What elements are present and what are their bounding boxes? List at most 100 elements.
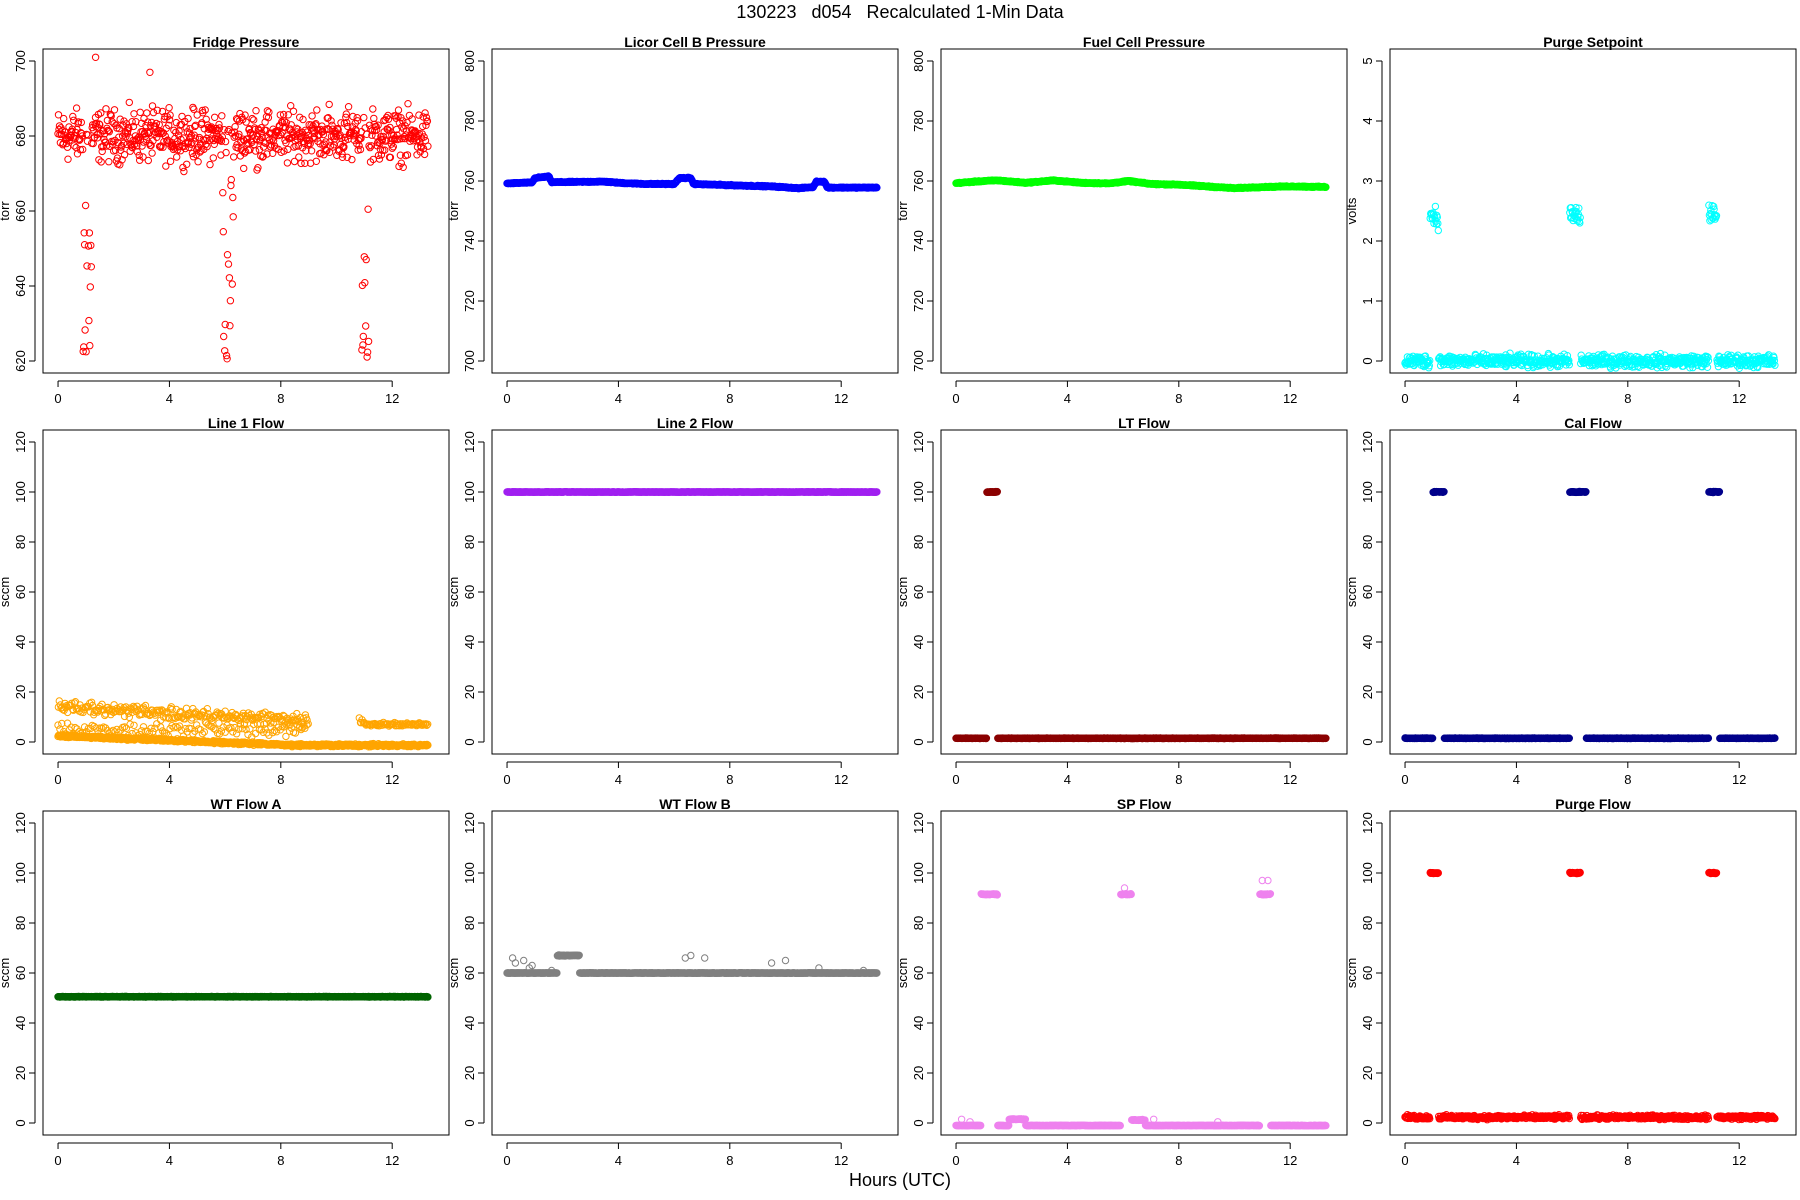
- data-point: [130, 721, 138, 729]
- y-tick-label: 740: [911, 230, 926, 252]
- data-point: [349, 112, 357, 121]
- x-tick-label: 0: [503, 391, 510, 406]
- data-point: [86, 341, 94, 350]
- plot-frame: [42, 429, 450, 755]
- data-point: [162, 162, 170, 170]
- data-point: [222, 351, 231, 360]
- data-point: [258, 133, 266, 142]
- data-point: [355, 141, 363, 150]
- x-tick-label: 4: [166, 391, 173, 406]
- data-point: [222, 148, 230, 157]
- data-point: [403, 118, 411, 127]
- y-tick-label: 100: [13, 481, 28, 503]
- data-point: [342, 113, 350, 122]
- y-tick-label: 2: [1360, 237, 1375, 244]
- data-point: [312, 157, 320, 166]
- data-point: [269, 149, 277, 158]
- x-tick-label: 12: [834, 772, 848, 787]
- data-point: [282, 119, 291, 127]
- data-point: [145, 129, 153, 138]
- y-tick-label: 700: [462, 350, 477, 372]
- data-point: [361, 279, 369, 287]
- data-point: [362, 255, 370, 264]
- data-point: [235, 130, 243, 139]
- data-point: [215, 124, 224, 132]
- data-point: [383, 125, 392, 134]
- y-tick-label: 20: [462, 685, 477, 699]
- x-tick-label: 8: [277, 772, 284, 787]
- data-point: [301, 159, 309, 168]
- y-tick-label: 1: [1360, 297, 1375, 304]
- data-point: [226, 322, 234, 330]
- panel-title: Fridge Pressure: [193, 34, 300, 50]
- data-point: [284, 111, 292, 119]
- data-point: [241, 111, 249, 119]
- data-point: [109, 138, 117, 146]
- x-tick-label: 12: [1283, 391, 1297, 406]
- data-point: [97, 109, 105, 117]
- data-point: [378, 136, 386, 144]
- data-point: [230, 153, 238, 161]
- data-point: [239, 135, 247, 143]
- data-point: [260, 138, 268, 146]
- data-point: [252, 107, 260, 115]
- y-tick-label: 700: [911, 350, 926, 372]
- data-point: [306, 140, 314, 148]
- y-axis-label: torr: [446, 201, 461, 221]
- plot-frame: [491, 429, 899, 755]
- y-tick-label: 800: [911, 50, 926, 72]
- data-point: [350, 129, 358, 137]
- data-point: [356, 145, 365, 154]
- data-point: [221, 320, 229, 329]
- data-point: [219, 228, 228, 236]
- data-point: [79, 145, 87, 154]
- data-point: [332, 132, 340, 141]
- x-tick-label: 8: [1175, 391, 1182, 406]
- data-point: [91, 53, 100, 61]
- data-point: [163, 137, 171, 145]
- data-point: [183, 160, 191, 169]
- data-point: [290, 157, 299, 166]
- data-point: [388, 144, 396, 152]
- data-point: [182, 124, 190, 132]
- data-point: [362, 322, 370, 330]
- data-point: [111, 146, 120, 155]
- data-point: [247, 129, 255, 138]
- data-point: [72, 104, 81, 112]
- data-point: [386, 123, 394, 132]
- data-point: [422, 121, 430, 130]
- data-point: [184, 114, 192, 123]
- x-tick-label: 8: [726, 772, 733, 787]
- data-point: [420, 150, 429, 159]
- data-point: [135, 151, 143, 160]
- x-tick-label: 12: [385, 772, 399, 787]
- data-point: [130, 110, 138, 118]
- y-tick-label: 120: [462, 431, 477, 453]
- data-point: [103, 116, 112, 125]
- data-point: [148, 149, 156, 157]
- data-point: [87, 241, 95, 250]
- data-point: [60, 114, 68, 123]
- data-point: [369, 105, 377, 113]
- data-point: [1431, 202, 1440, 211]
- data-point: [97, 158, 105, 166]
- data-point: [196, 148, 204, 156]
- plot-frame: [42, 48, 450, 374]
- data-point: [231, 128, 239, 136]
- data-point: [372, 122, 380, 131]
- data-point: [397, 159, 405, 167]
- data-point: [78, 132, 87, 140]
- data-point: [117, 146, 125, 155]
- panel-title: Fuel Cell Pressure: [1083, 34, 1205, 50]
- data-point: [220, 332, 228, 341]
- data-point: [309, 126, 318, 134]
- data-point: [218, 112, 226, 120]
- data-point: [251, 729, 260, 738]
- data-point: [102, 105, 110, 113]
- data-point: [138, 142, 146, 150]
- x-tick-label: 0: [952, 391, 959, 406]
- x-tick-label: 0: [503, 772, 510, 787]
- data-point: [161, 132, 170, 140]
- y-tick-label: 0: [1360, 357, 1375, 364]
